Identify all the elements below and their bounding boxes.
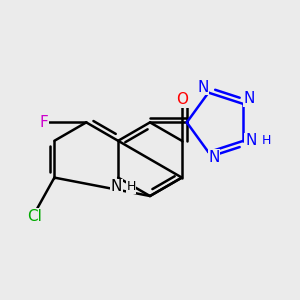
Text: H: H: [262, 134, 271, 147]
Text: O: O: [176, 92, 188, 107]
Text: F: F: [40, 115, 48, 130]
Text: N: N: [243, 91, 255, 106]
Text: N: N: [111, 179, 122, 194]
Text: N: N: [245, 133, 256, 148]
Text: Cl: Cl: [27, 209, 42, 224]
Text: N: N: [197, 80, 208, 94]
Text: N: N: [208, 150, 220, 165]
Text: H: H: [126, 180, 136, 193]
